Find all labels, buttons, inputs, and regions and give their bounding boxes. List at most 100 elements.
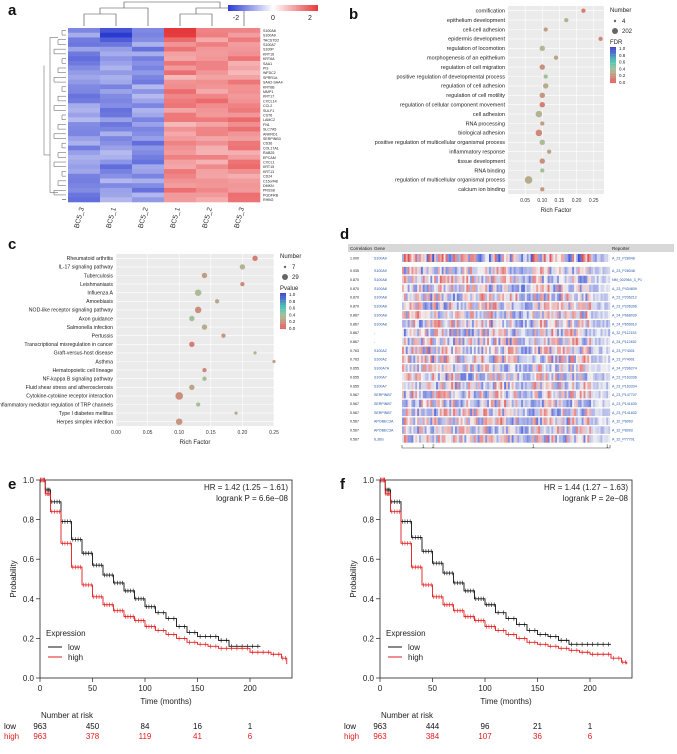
term-label: cell-cell adhesion — [463, 27, 505, 33]
term-label: calcium ion binding — [458, 187, 505, 193]
heatmap-cell — [228, 32, 261, 38]
correlation-cell — [436, 284, 439, 293]
correlation-cell — [441, 355, 444, 363]
correlation-cell — [602, 346, 605, 355]
correlation-cell — [604, 320, 607, 328]
correlation-cell — [453, 275, 456, 284]
correlation-cell — [551, 435, 554, 443]
correlation-cell — [454, 382, 458, 390]
correlation-cell — [581, 337, 584, 346]
heatmap-cell — [196, 42, 229, 48]
color-scale-bar — [228, 5, 318, 11]
correlation-cell — [566, 426, 569, 434]
correlation-cell — [462, 266, 465, 275]
correlation-cell — [507, 399, 510, 408]
correlation-cell — [589, 266, 592, 275]
correlation-cell — [454, 364, 458, 372]
correlation-cell — [475, 390, 478, 399]
correlation-cell — [517, 426, 520, 434]
heatmap-cell — [68, 140, 101, 146]
correlation-cell — [524, 373, 527, 381]
correlation-cell — [494, 435, 497, 443]
correlation-cell — [428, 320, 431, 328]
correlation-cell — [506, 346, 509, 355]
correlation-cell — [494, 284, 497, 293]
correlation-cell — [511, 302, 514, 310]
correlation-cell — [403, 417, 406, 425]
gene-label: MMP1 — [263, 90, 273, 94]
correlation-cell — [560, 417, 563, 425]
heatmap-cell — [100, 187, 133, 193]
correlation-cell — [572, 426, 575, 434]
correlation-cell — [575, 284, 579, 293]
correlation-cell — [496, 417, 499, 425]
heatmap-cell — [100, 159, 133, 165]
correlation-cell — [536, 337, 539, 346]
correlation-cell — [570, 337, 573, 346]
correlation-cell — [434, 302, 437, 310]
correlation-cell — [458, 355, 461, 363]
correlation-cell — [562, 373, 565, 381]
heatmap-cell — [68, 75, 101, 81]
correlation-cell — [530, 417, 533, 425]
correlation-cell — [581, 320, 584, 328]
correlation-cell — [456, 355, 459, 363]
correlation-cell — [515, 346, 518, 355]
correlation-cell — [540, 311, 543, 319]
y-axis-title: Probability — [9, 560, 18, 597]
correlation-cell — [458, 382, 461, 390]
correlation-cell — [581, 417, 584, 425]
correlation-cell — [460, 302, 463, 310]
correlation-cell — [541, 364, 545, 372]
correlation-cell — [417, 275, 420, 284]
correlation-cell — [445, 302, 448, 310]
correlation-cell — [543, 254, 546, 262]
correlation-cell — [564, 311, 567, 319]
correlation-cell — [524, 355, 527, 363]
x-axis-title: Rich Factor — [180, 440, 211, 446]
correlation-cell — [530, 328, 533, 337]
correlation-cell — [562, 302, 565, 310]
x-tick-label: 0.15 — [555, 198, 565, 204]
correlation-cell — [564, 373, 567, 381]
correlation-cell — [549, 417, 552, 425]
correlation-cell — [485, 254, 488, 262]
correlation-cell — [428, 302, 431, 310]
correlation-cell — [585, 435, 588, 443]
correlation-cell — [437, 254, 441, 262]
correlation-cell — [485, 284, 488, 293]
correlation-cell — [572, 408, 575, 417]
correlation-cell — [523, 390, 526, 399]
row-reporter: A_23_P74001 — [612, 349, 635, 353]
correlation-cell — [403, 364, 406, 372]
correlation-cell — [517, 337, 520, 346]
correlation-cell — [477, 373, 480, 381]
correlation-cell — [462, 311, 465, 319]
correlation-cell — [443, 399, 446, 408]
row-reporter: A_24_P668039 — [612, 313, 637, 317]
correlation-cell — [540, 302, 543, 310]
correlation-cell — [492, 275, 495, 284]
gene-label: KRT15 — [263, 165, 274, 169]
correlation-cell — [532, 355, 535, 363]
correlation-cell — [513, 373, 516, 381]
correlation-cell — [532, 275, 535, 284]
correlation-cell — [473, 311, 476, 319]
correlation-cell — [562, 284, 565, 293]
correlation-cell — [456, 382, 459, 390]
correlation-cell — [422, 254, 425, 262]
correlation-cell — [566, 382, 569, 390]
color-legend-tick: 0.8 — [619, 53, 626, 58]
correlation-cell — [589, 284, 592, 293]
correlation-cell — [526, 417, 529, 425]
gene-label: C15orf48 — [263, 179, 278, 183]
heatmap-cell — [68, 79, 101, 85]
correlation-cell — [500, 382, 503, 390]
correlation-cell — [517, 284, 520, 293]
correlation-cell — [441, 390, 444, 399]
correlation-cell — [402, 399, 405, 408]
heatmap-cell — [132, 173, 165, 179]
correlation-cell — [524, 275, 527, 284]
correlation-cell — [596, 390, 599, 399]
heatmap-cell — [68, 178, 101, 184]
